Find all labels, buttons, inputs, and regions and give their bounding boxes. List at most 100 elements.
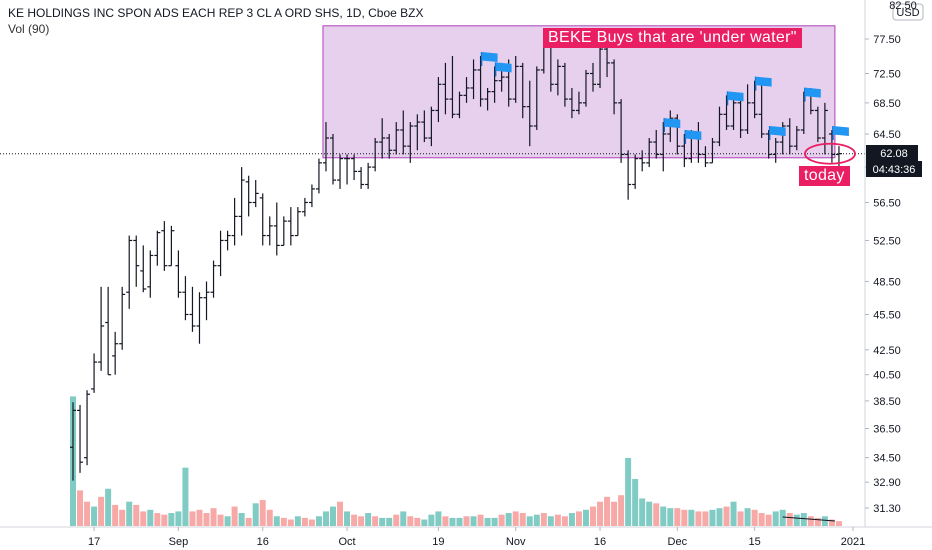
zone-annotation: BEKE Buys that are 'under water" [543, 28, 802, 48]
volume-bar [105, 488, 112, 526]
volume-bar [456, 517, 463, 526]
ohlc-bar [379, 118, 386, 159]
volume-bar [491, 517, 498, 526]
ohlc-bar [484, 87, 491, 111]
volume-bar [751, 509, 758, 526]
flag-icon [663, 118, 681, 133]
volume-bar [463, 516, 470, 526]
flag-icon [480, 51, 498, 66]
ohlc-bar [98, 286, 105, 371]
ohlc-bars [70, 39, 842, 481]
price-tick-label: 40.50 [873, 370, 901, 382]
time-tick-label: 15 [748, 536, 760, 548]
volume-bar [435, 511, 442, 526]
flag-cloth [664, 118, 681, 129]
flag-icon [726, 91, 744, 106]
volume-bar [737, 511, 744, 526]
price-tick-label: 52.50 [873, 235, 901, 247]
currency-label: USD [896, 7, 919, 19]
volume-bar [519, 513, 526, 526]
volume-bar [182, 467, 189, 526]
today-highlight-circle [804, 142, 856, 165]
volume-bar [597, 501, 604, 526]
ohlc-bar [344, 154, 351, 185]
ohlc-bar [147, 250, 154, 298]
volume-bar [540, 513, 547, 526]
price-tick-label: 45.50 [873, 309, 901, 321]
ohlc-bar [554, 59, 561, 96]
ohlc-bar [287, 207, 294, 246]
volume-trend-line [782, 516, 835, 522]
price-tick-label: 48.50 [873, 276, 901, 288]
volume-bar [681, 509, 688, 526]
volume-bar [358, 516, 365, 526]
volume-bar [224, 516, 231, 526]
ohlc-bar [105, 286, 112, 376]
ohlc-bar [266, 216, 273, 246]
ohlc-bar [393, 122, 400, 155]
ohlc-bar [730, 95, 737, 130]
ohlc-bar [245, 175, 252, 217]
last-price-value: 62.08 [880, 148, 908, 160]
volume-bar [828, 519, 835, 526]
price-tick-label: 77.50 [873, 34, 901, 46]
ohlc-bar [653, 129, 660, 159]
time-tick-label: 19 [432, 536, 444, 548]
ohlc-bar [119, 286, 126, 350]
ohlc-bar [210, 260, 217, 298]
ohlc-bar [126, 235, 133, 309]
ohlc-bar [365, 162, 372, 189]
price-tick-partial: 82.50 [889, 0, 917, 12]
volume-bar [625, 457, 632, 526]
volume-bar [421, 519, 428, 526]
volume-bar [470, 516, 477, 526]
ohlc-bar [259, 193, 266, 246]
volume-bar [554, 514, 561, 526]
flag-cloth [804, 87, 821, 98]
currency-badge[interactable]: USD [892, 3, 924, 21]
ohlc-bar [273, 202, 280, 256]
ohlc-bar [702, 146, 709, 168]
volume-bar [329, 506, 336, 526]
volume-bar [589, 506, 596, 526]
ohlc-bar [217, 230, 224, 277]
volume-bar [807, 516, 814, 526]
price-tick-label: 32.90 [873, 477, 901, 489]
time-axis[interactable]: 17 Sep 16 Oct 19 Nov 16 Dec 15 2021 [88, 527, 865, 548]
flag-cloth [727, 91, 744, 102]
ohlc-bar [224, 230, 231, 251]
volume-bar [77, 490, 84, 526]
price-axis[interactable]: 77.5072.5068.5064.5060.5056.5052.5048.50… [865, 34, 901, 515]
ohlc-bar [568, 87, 575, 119]
ohlc-bar [372, 138, 379, 172]
time-tick-label: 16 [257, 536, 269, 548]
ohlc-bar [386, 133, 393, 159]
ohlc-bar [351, 154, 358, 181]
volume-bar [498, 514, 505, 526]
ohlc-bar [70, 402, 76, 481]
last-price-tag: 62.08 04:43:36 [866, 145, 922, 177]
volume-bar [133, 504, 140, 526]
price-tick-label: 72.50 [873, 68, 901, 80]
volume-bar [716, 508, 723, 526]
ohlc-bar [772, 138, 779, 163]
ohlc-bar [793, 126, 800, 151]
ohlc-bar [329, 133, 336, 185]
flag-icon [754, 76, 772, 91]
volume-bar [660, 506, 667, 526]
volume-bar [702, 511, 709, 526]
volume-indicator-label[interactable]: Vol (90) [8, 22, 50, 36]
ohlc-bar [322, 122, 329, 172]
flag-icon [494, 62, 512, 77]
volume-bar [337, 501, 344, 526]
volume-bar [604, 496, 611, 526]
volume-bar [526, 516, 533, 526]
ohlc-bar [456, 91, 463, 119]
ohlc-bar [646, 138, 653, 168]
ohlc-bar [582, 69, 589, 107]
volume-bar [400, 511, 407, 526]
volume-bar [259, 500, 266, 526]
volume-bar [238, 513, 245, 526]
price-tick-label: 68.50 [873, 98, 901, 110]
